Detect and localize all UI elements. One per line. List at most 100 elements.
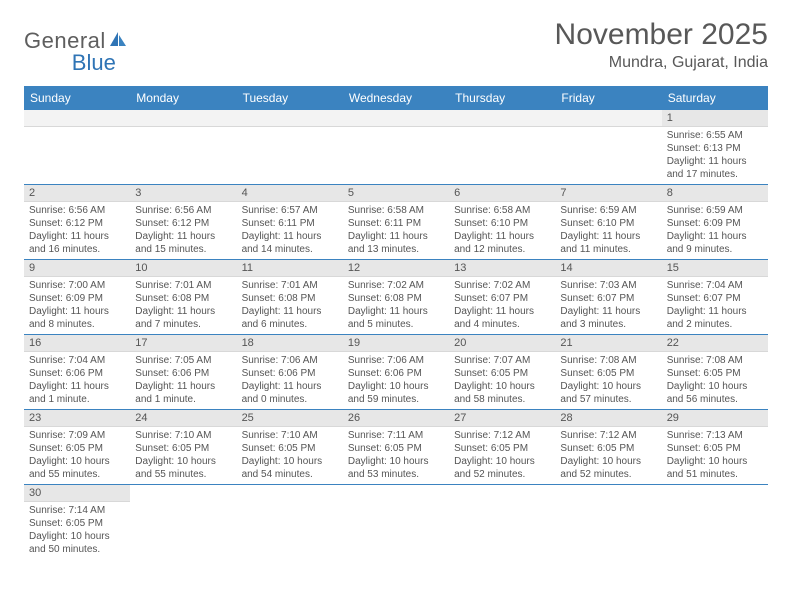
day-body: Sunrise: 7:12 AMSunset: 6:05 PMDaylight:… (555, 427, 661, 484)
weekday-header: Saturday (662, 86, 768, 110)
day-body: Sunrise: 7:01 AMSunset: 6:08 PMDaylight:… (237, 277, 343, 334)
day-line-d1: Daylight: 10 hours (348, 380, 444, 393)
calendar-row: 30Sunrise: 7:14 AMSunset: 6:05 PMDayligh… (24, 485, 768, 560)
day-number: 18 (237, 335, 343, 352)
day-line-d1: Daylight: 10 hours (348, 455, 444, 468)
day-line-d2: and 14 minutes. (242, 243, 338, 256)
calendar-cell: 20Sunrise: 7:07 AMSunset: 6:05 PMDayligh… (449, 335, 555, 410)
calendar-cell: 8Sunrise: 6:59 AMSunset: 6:09 PMDaylight… (662, 185, 768, 260)
day-line-d1: Daylight: 10 hours (29, 455, 125, 468)
calendar-cell: 26Sunrise: 7:11 AMSunset: 6:05 PMDayligh… (343, 410, 449, 485)
calendar-cell: 27Sunrise: 7:12 AMSunset: 6:05 PMDayligh… (449, 410, 555, 485)
day-line-ss: Sunset: 6:11 PM (348, 217, 444, 230)
day-line-d2: and 7 minutes. (135, 318, 231, 331)
day-line-ss: Sunset: 6:13 PM (667, 142, 763, 155)
day-body: Sunrise: 6:56 AMSunset: 6:12 PMDaylight:… (130, 202, 236, 259)
day-line-d1: Daylight: 10 hours (454, 455, 550, 468)
day-line-ss: Sunset: 6:05 PM (29, 517, 125, 530)
calendar-cell (130, 485, 236, 560)
day-number: 16 (24, 335, 130, 352)
day-line-sr: Sunrise: 7:00 AM (29, 279, 125, 292)
day-body: Sunrise: 6:55 AMSunset: 6:13 PMDaylight:… (662, 127, 768, 184)
day-line-d2: and 13 minutes. (348, 243, 444, 256)
day-line-ss: Sunset: 6:05 PM (667, 442, 763, 455)
day-line-d1: Daylight: 10 hours (29, 530, 125, 543)
calendar-cell: 6Sunrise: 6:58 AMSunset: 6:10 PMDaylight… (449, 185, 555, 260)
day-line-sr: Sunrise: 7:08 AM (667, 354, 763, 367)
day-number: 27 (449, 410, 555, 427)
day-line-d1: Daylight: 11 hours (29, 230, 125, 243)
day-number: 12 (343, 260, 449, 277)
day-line-ss: Sunset: 6:08 PM (242, 292, 338, 305)
day-line-ss: Sunset: 6:05 PM (348, 442, 444, 455)
calendar-cell (130, 110, 236, 185)
day-body: Sunrise: 6:57 AMSunset: 6:11 PMDaylight:… (237, 202, 343, 259)
day-line-ss: Sunset: 6:07 PM (560, 292, 656, 305)
day-line-ss: Sunset: 6:07 PM (454, 292, 550, 305)
day-line-d2: and 56 minutes. (667, 393, 763, 406)
location-text: Mundra, Gujarat, India (555, 54, 768, 72)
calendar-cell (662, 485, 768, 560)
calendar-cell: 1Sunrise: 6:55 AMSunset: 6:13 PMDaylight… (662, 110, 768, 185)
calendar-table: SundayMondayTuesdayWednesdayThursdayFrid… (24, 86, 768, 559)
day-line-sr: Sunrise: 7:12 AM (560, 429, 656, 442)
day-line-sr: Sunrise: 6:56 AM (29, 204, 125, 217)
calendar-cell (237, 110, 343, 185)
calendar-cell: 14Sunrise: 7:03 AMSunset: 6:07 PMDayligh… (555, 260, 661, 335)
day-line-d1: Daylight: 10 hours (667, 380, 763, 393)
calendar-row: 23Sunrise: 7:09 AMSunset: 6:05 PMDayligh… (24, 410, 768, 485)
day-line-sr: Sunrise: 7:09 AM (29, 429, 125, 442)
day-number: 10 (130, 260, 236, 277)
day-body: Sunrise: 7:04 AMSunset: 6:06 PMDaylight:… (24, 352, 130, 409)
day-line-ss: Sunset: 6:08 PM (135, 292, 231, 305)
day-number: 13 (449, 260, 555, 277)
day-line-d1: Daylight: 11 hours (242, 305, 338, 318)
calendar-cell: 22Sunrise: 7:08 AMSunset: 6:05 PMDayligh… (662, 335, 768, 410)
day-number: 26 (343, 410, 449, 427)
day-line-sr: Sunrise: 7:02 AM (348, 279, 444, 292)
weekday-header: Friday (555, 86, 661, 110)
calendar-cell (555, 110, 661, 185)
day-body: Sunrise: 7:08 AMSunset: 6:05 PMDaylight:… (555, 352, 661, 409)
day-body: Sunrise: 7:12 AMSunset: 6:05 PMDaylight:… (449, 427, 555, 484)
day-body: Sunrise: 6:58 AMSunset: 6:11 PMDaylight:… (343, 202, 449, 259)
calendar-row: 2Sunrise: 6:56 AMSunset: 6:12 PMDaylight… (24, 185, 768, 260)
calendar-cell: 28Sunrise: 7:12 AMSunset: 6:05 PMDayligh… (555, 410, 661, 485)
day-number: 6 (449, 185, 555, 202)
calendar-cell: 25Sunrise: 7:10 AMSunset: 6:05 PMDayligh… (237, 410, 343, 485)
calendar-cell: 19Sunrise: 7:06 AMSunset: 6:06 PMDayligh… (343, 335, 449, 410)
day-body: Sunrise: 7:13 AMSunset: 6:05 PMDaylight:… (662, 427, 768, 484)
day-line-d1: Daylight: 11 hours (454, 230, 550, 243)
day-body: Sunrise: 7:09 AMSunset: 6:05 PMDaylight:… (24, 427, 130, 484)
day-body: Sunrise: 7:11 AMSunset: 6:05 PMDaylight:… (343, 427, 449, 484)
day-line-d2: and 52 minutes. (454, 468, 550, 481)
day-line-sr: Sunrise: 7:04 AM (29, 354, 125, 367)
day-line-d2: and 55 minutes. (29, 468, 125, 481)
day-line-d2: and 12 minutes. (454, 243, 550, 256)
calendar-cell (237, 485, 343, 560)
day-line-ss: Sunset: 6:05 PM (454, 367, 550, 380)
day-line-sr: Sunrise: 7:13 AM (667, 429, 763, 442)
day-number: 17 (130, 335, 236, 352)
day-line-d1: Daylight: 11 hours (560, 230, 656, 243)
day-number: 20 (449, 335, 555, 352)
day-line-ss: Sunset: 6:05 PM (560, 442, 656, 455)
day-number: 14 (555, 260, 661, 277)
day-line-sr: Sunrise: 7:11 AM (348, 429, 444, 442)
day-body: Sunrise: 7:02 AMSunset: 6:08 PMDaylight:… (343, 277, 449, 334)
day-line-sr: Sunrise: 7:14 AM (29, 504, 125, 517)
calendar-row: 1Sunrise: 6:55 AMSunset: 6:13 PMDaylight… (24, 110, 768, 185)
calendar-cell: 11Sunrise: 7:01 AMSunset: 6:08 PMDayligh… (237, 260, 343, 335)
calendar-cell: 23Sunrise: 7:09 AMSunset: 6:05 PMDayligh… (24, 410, 130, 485)
day-line-d1: Daylight: 10 hours (560, 455, 656, 468)
day-body: Sunrise: 7:10 AMSunset: 6:05 PMDaylight:… (237, 427, 343, 484)
day-line-ss: Sunset: 6:05 PM (135, 442, 231, 455)
calendar-cell (555, 485, 661, 560)
calendar-head: SundayMondayTuesdayWednesdayThursdayFrid… (24, 86, 768, 110)
day-line-sr: Sunrise: 7:10 AM (242, 429, 338, 442)
day-body: Sunrise: 7:00 AMSunset: 6:09 PMDaylight:… (24, 277, 130, 334)
day-line-d1: Daylight: 11 hours (667, 155, 763, 168)
day-line-d1: Daylight: 11 hours (667, 230, 763, 243)
day-number: 2 (24, 185, 130, 202)
calendar-body: 1Sunrise: 6:55 AMSunset: 6:13 PMDaylight… (24, 110, 768, 559)
